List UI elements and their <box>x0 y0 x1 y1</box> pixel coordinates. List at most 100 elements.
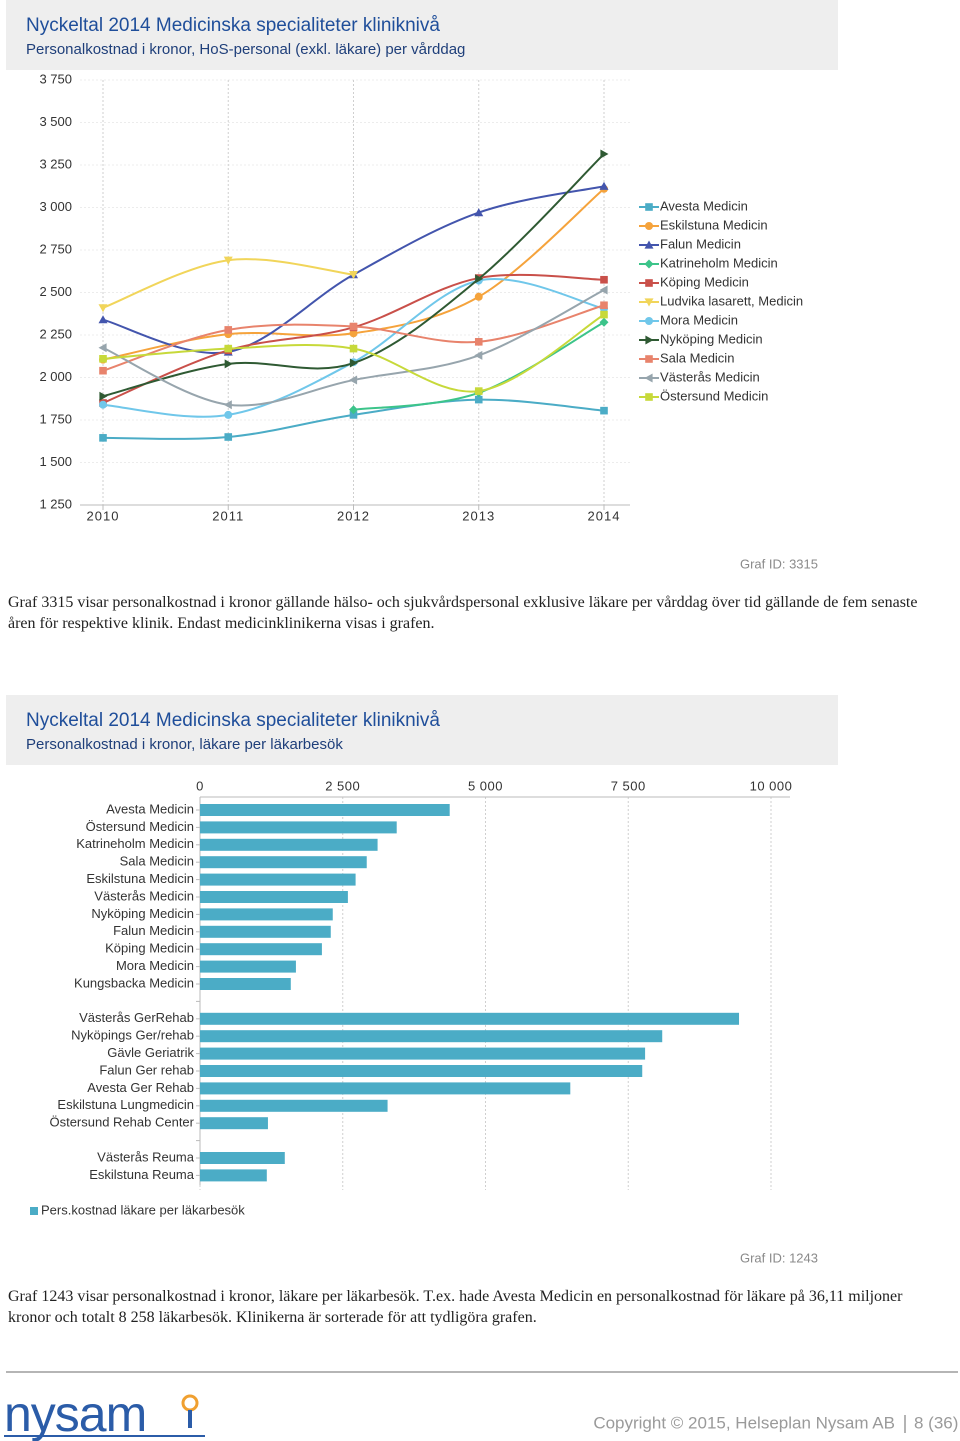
y-tick-label: Eskilstuna Lungmedicin <box>57 1097 194 1112</box>
graph-id: Graf ID: 3315 <box>740 556 818 571</box>
marker <box>349 405 358 415</box>
y-tick-label: 1 500 <box>39 454 72 469</box>
bar <box>200 1047 646 1060</box>
bar <box>200 1169 267 1182</box>
marker <box>98 343 107 353</box>
marker <box>474 292 483 301</box>
marker <box>474 208 484 217</box>
y-tick-label: Köping Medicin <box>105 941 194 956</box>
y-tick-label: Västerås GerRehab <box>79 1010 194 1025</box>
marker <box>600 301 608 310</box>
legend-label: Köping Medicin <box>660 274 749 289</box>
legend-marker <box>644 259 654 269</box>
chart-title: Nyckeltal 2014 Medicinska specialiteter … <box>26 15 440 36</box>
y-tick-label: 3 000 <box>39 199 72 214</box>
title-box <box>6 695 838 765</box>
legend-marker <box>644 240 654 249</box>
y-tick-label: 1 250 <box>39 496 72 511</box>
y-tick-label: Västerås Medicin <box>94 888 194 903</box>
chart-subtitle: Personalkostnad i kronor, HoS-personal (… <box>26 41 465 58</box>
legend-label: Nyköping Medicin <box>660 331 763 346</box>
marker <box>99 366 107 375</box>
y-tick-label: Eskilstuna Medicin <box>86 871 194 886</box>
graph-id: Graf ID: 1243 <box>740 1250 818 1265</box>
legend-label: Östersund Medicin <box>660 388 768 403</box>
bar <box>200 1152 285 1164</box>
legend-marker <box>645 355 653 363</box>
caption: Graf 3315 visar personalkostnad i kronor… <box>8 594 918 632</box>
bar <box>200 1099 388 1112</box>
y-tick-label: Falun Ger rehab <box>99 1062 194 1077</box>
x-tick-label: 2012 <box>337 508 370 523</box>
page-number: 8 (36) <box>914 1413 958 1432</box>
marker <box>223 256 233 265</box>
y-tick-label: 2 750 <box>39 241 72 256</box>
series-line <box>102 153 605 398</box>
series-line <box>102 273 605 404</box>
marker <box>224 433 233 441</box>
y-tick-label: 3 750 <box>39 71 72 86</box>
marker <box>224 326 233 334</box>
marker <box>474 350 483 360</box>
marker <box>99 355 107 363</box>
legend-label: Falun Medicin <box>660 236 741 251</box>
y-tick-label: 2 250 <box>39 326 72 341</box>
legend-swatch <box>30 1207 38 1215</box>
legend-marker <box>645 222 653 230</box>
marker <box>474 338 483 346</box>
y-tick-label: Eskilstuna Reuma <box>89 1167 195 1182</box>
legend-marker <box>645 317 653 325</box>
marker <box>599 181 609 190</box>
marker <box>224 359 233 369</box>
x-tick-label: 0 <box>196 778 204 793</box>
marker <box>349 375 358 385</box>
marker <box>475 274 484 284</box>
marker <box>98 304 108 313</box>
bar <box>200 1082 571 1095</box>
bar <box>200 960 296 973</box>
x-tick-label: 7 500 <box>611 778 646 793</box>
marker <box>349 322 358 331</box>
y-tick-label: 1 750 <box>39 411 72 426</box>
legend-marker <box>644 298 654 307</box>
marker <box>349 271 358 280</box>
x-tick-label: 2010 <box>87 508 120 523</box>
marker <box>99 400 107 409</box>
legend-marker <box>645 203 653 211</box>
bar <box>200 856 367 869</box>
y-tick-label: 2 000 <box>39 369 72 384</box>
legend-label: Katrineholm Medicin <box>660 255 778 270</box>
x-tick-label: 2013 <box>462 508 495 523</box>
bar <box>200 1030 663 1043</box>
logo: nysam <box>4 1386 146 1441</box>
marker <box>349 329 358 338</box>
legend-label: Eskilstuna Medicin <box>660 217 768 232</box>
marker <box>224 344 233 353</box>
bar <box>200 1117 268 1130</box>
marker <box>600 149 609 159</box>
bar <box>200 978 291 990</box>
y-tick-label: Nyköping Medicin <box>91 906 194 921</box>
marker <box>223 400 232 410</box>
legend-label: Ludvika lasarett, Medicin <box>660 293 803 308</box>
y-tick-label: Falun Medicin <box>113 923 194 938</box>
y-tick-label: 2 500 <box>39 284 72 299</box>
legend-label: Avesta Medicin <box>660 198 748 213</box>
y-tick-label: Avesta Medicin <box>106 801 194 816</box>
y-tick-label: Västerås Reuma <box>97 1149 195 1164</box>
marker <box>349 344 358 353</box>
legend-marker <box>645 279 653 287</box>
bar <box>200 943 322 956</box>
y-tick-label: 3 500 <box>39 114 72 129</box>
logo-icon <box>181 1394 199 1412</box>
bar <box>200 1065 643 1077</box>
y-tick-label: 3 250 <box>39 156 72 171</box>
marker <box>600 406 608 415</box>
caption: Graf 1243 visar personalkostnad i kronor… <box>8 1288 903 1326</box>
y-tick-label: Gävle Geriatrik <box>107 1045 194 1060</box>
y-tick-label: Östersund Rehab Center <box>49 1115 194 1130</box>
marker <box>349 411 358 419</box>
marker <box>99 434 107 442</box>
